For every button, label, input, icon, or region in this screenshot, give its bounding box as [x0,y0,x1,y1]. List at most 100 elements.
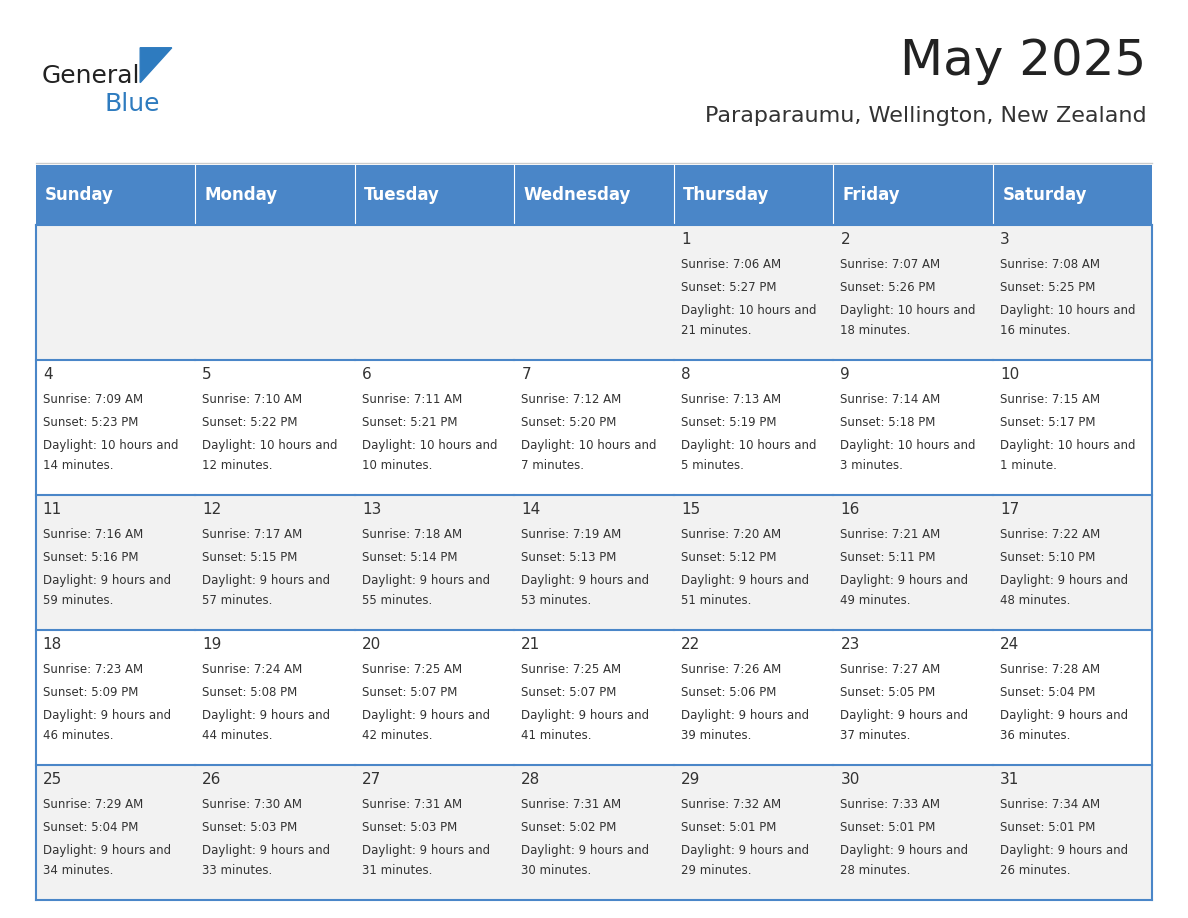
Text: Sunrise: 7:12 AM: Sunrise: 7:12 AM [522,393,621,406]
Text: Daylight: 9 hours and: Daylight: 9 hours and [681,844,809,856]
Text: 18 minutes.: 18 minutes. [840,324,911,337]
Text: Wednesday: Wednesday [524,186,631,204]
Text: Sunset: 5:01 PM: Sunset: 5:01 PM [1000,821,1095,834]
Text: Sunset: 5:11 PM: Sunset: 5:11 PM [840,551,936,564]
Text: Sunrise: 7:15 AM: Sunrise: 7:15 AM [1000,393,1100,406]
Text: Sunrise: 7:14 AM: Sunrise: 7:14 AM [840,393,941,406]
Text: Sunset: 5:08 PM: Sunset: 5:08 PM [202,686,297,699]
Text: Sunrise: 7:24 AM: Sunrise: 7:24 AM [202,663,303,676]
Bar [674,360,833,495]
Text: 30 minutes.: 30 minutes. [522,864,592,877]
Text: 34 minutes.: 34 minutes. [43,864,113,877]
Bar [674,225,833,360]
Text: 1 minute.: 1 minute. [1000,459,1057,472]
Text: Daylight: 10 hours and: Daylight: 10 hours and [840,304,975,317]
Text: Sunset: 5:04 PM: Sunset: 5:04 PM [1000,686,1095,699]
Text: 18: 18 [43,637,62,652]
Text: Sunrise: 7:25 AM: Sunrise: 7:25 AM [362,663,462,676]
Bar [833,630,993,765]
Text: Sunrise: 7:22 AM: Sunrise: 7:22 AM [1000,528,1100,541]
Bar [195,495,355,630]
Text: 3: 3 [1000,232,1010,247]
Text: Sunset: 5:01 PM: Sunset: 5:01 PM [840,821,936,834]
Text: 59 minutes.: 59 minutes. [43,594,113,607]
Text: 48 minutes.: 48 minutes. [1000,594,1070,607]
Text: Daylight: 10 hours and: Daylight: 10 hours and [202,439,337,452]
Bar [514,165,674,225]
Text: Blue: Blue [105,92,160,116]
Text: 26: 26 [202,772,222,787]
Bar [833,495,993,630]
Text: Daylight: 9 hours and: Daylight: 9 hours and [840,709,968,722]
Bar [674,495,833,630]
Bar [195,765,355,900]
Text: Sunset: 5:07 PM: Sunset: 5:07 PM [522,686,617,699]
Text: 44 minutes.: 44 minutes. [202,729,273,742]
Bar [674,765,833,900]
Text: Daylight: 9 hours and: Daylight: 9 hours and [202,574,330,587]
Text: General: General [42,64,140,88]
Text: 3 minutes.: 3 minutes. [840,459,903,472]
Text: 46 minutes.: 46 minutes. [43,729,113,742]
Text: Sunrise: 7:26 AM: Sunrise: 7:26 AM [681,663,782,676]
Text: Sunset: 5:18 PM: Sunset: 5:18 PM [840,416,936,429]
Text: 36 minutes.: 36 minutes. [1000,729,1070,742]
Text: Daylight: 9 hours and: Daylight: 9 hours and [681,574,809,587]
Text: 53 minutes.: 53 minutes. [522,594,592,607]
Text: 15: 15 [681,502,700,517]
Bar [195,165,355,225]
Bar [514,225,674,360]
Text: 42 minutes.: 42 minutes. [362,729,432,742]
Polygon shape [140,48,172,83]
Text: Sunrise: 7:25 AM: Sunrise: 7:25 AM [522,663,621,676]
Text: Sunset: 5:03 PM: Sunset: 5:03 PM [202,821,297,834]
Text: Sunset: 5:23 PM: Sunset: 5:23 PM [43,416,138,429]
Text: Sunrise: 7:29 AM: Sunrise: 7:29 AM [43,798,143,811]
Text: 22: 22 [681,637,700,652]
Text: May 2025: May 2025 [901,37,1146,84]
Text: Sunrise: 7:20 AM: Sunrise: 7:20 AM [681,528,781,541]
Text: Daylight: 9 hours and: Daylight: 9 hours and [1000,844,1129,856]
Text: Daylight: 9 hours and: Daylight: 9 hours and [362,709,489,722]
Text: 29: 29 [681,772,700,787]
Bar [993,630,1152,765]
Text: 12 minutes.: 12 minutes. [202,459,273,472]
Text: 17: 17 [1000,502,1019,517]
Text: 12: 12 [202,502,221,517]
Text: Sunset: 5:14 PM: Sunset: 5:14 PM [362,551,457,564]
Bar [36,225,195,360]
Text: 11: 11 [43,502,62,517]
Text: Friday: Friday [842,186,901,204]
Bar [36,495,195,630]
Text: Sunrise: 7:07 AM: Sunrise: 7:07 AM [840,258,941,271]
Text: 14: 14 [522,502,541,517]
Text: Sunset: 5:07 PM: Sunset: 5:07 PM [362,686,457,699]
Bar [355,165,514,225]
Text: 28 minutes.: 28 minutes. [840,864,911,877]
Text: Sunrise: 7:31 AM: Sunrise: 7:31 AM [522,798,621,811]
Text: 28: 28 [522,772,541,787]
Text: Sunrise: 7:30 AM: Sunrise: 7:30 AM [202,798,302,811]
Bar [833,165,993,225]
Bar [833,765,993,900]
Text: 10 minutes.: 10 minutes. [362,459,432,472]
Text: Sunset: 5:16 PM: Sunset: 5:16 PM [43,551,138,564]
Text: 25: 25 [43,772,62,787]
Text: 19: 19 [202,637,222,652]
Text: Sunrise: 7:11 AM: Sunrise: 7:11 AM [362,393,462,406]
Text: Sunset: 5:26 PM: Sunset: 5:26 PM [840,281,936,294]
Text: Sunset: 5:04 PM: Sunset: 5:04 PM [43,821,138,834]
Text: Sunrise: 7:13 AM: Sunrise: 7:13 AM [681,393,781,406]
Text: 1: 1 [681,232,690,247]
Text: Daylight: 10 hours and: Daylight: 10 hours and [1000,439,1136,452]
Text: Daylight: 10 hours and: Daylight: 10 hours and [840,439,975,452]
Text: Sunrise: 7:18 AM: Sunrise: 7:18 AM [362,528,462,541]
Text: Sunset: 5:13 PM: Sunset: 5:13 PM [522,551,617,564]
Text: Sunday: Sunday [45,186,114,204]
Text: 20: 20 [362,637,381,652]
Text: 30: 30 [840,772,860,787]
Text: Daylight: 9 hours and: Daylight: 9 hours and [202,844,330,856]
Text: 10: 10 [1000,367,1019,382]
Text: Monday: Monday [204,186,278,204]
Text: 33 minutes.: 33 minutes. [202,864,272,877]
